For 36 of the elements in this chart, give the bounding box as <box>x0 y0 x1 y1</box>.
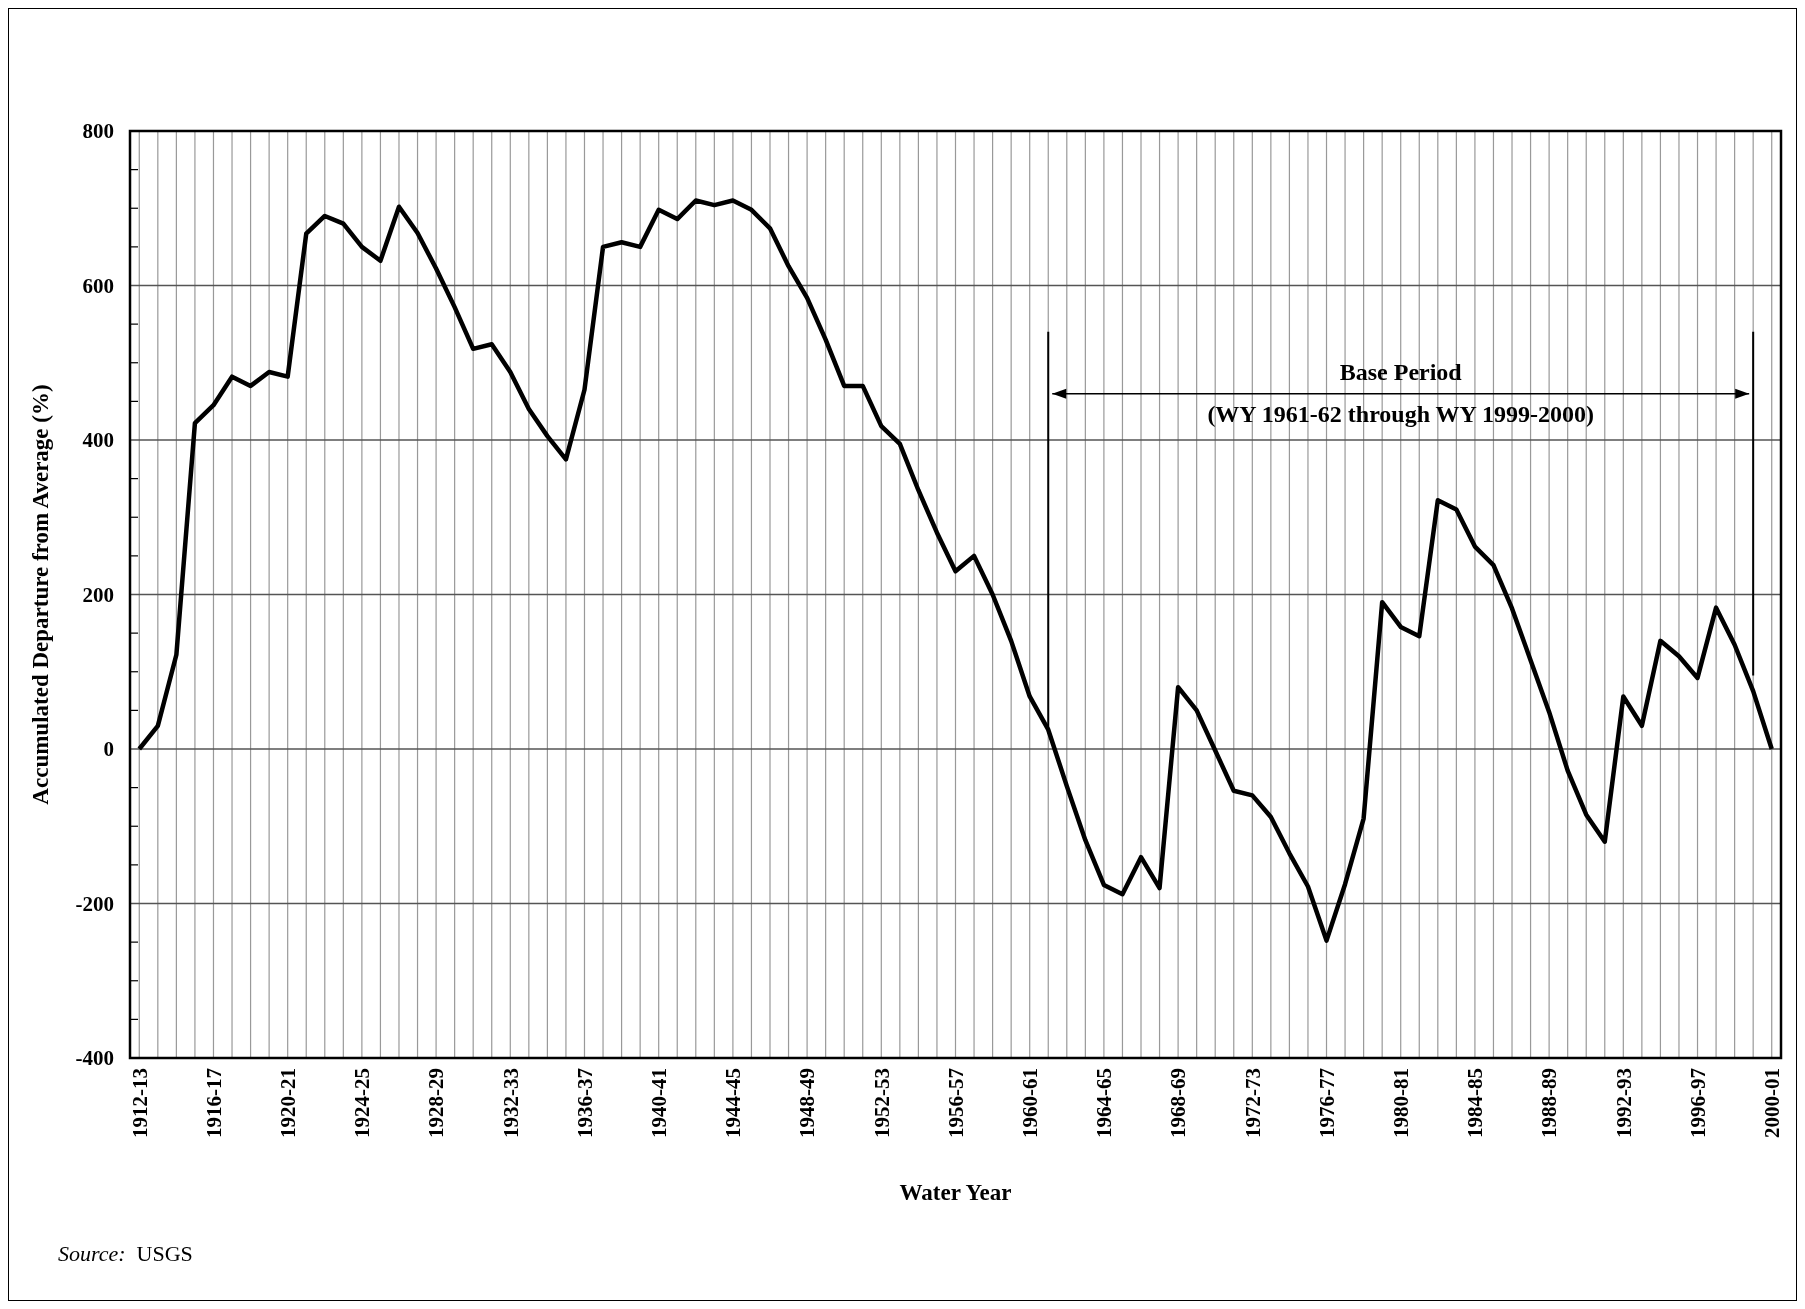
y-tick-label: 400 <box>82 428 114 453</box>
x-tick-label: 1916-17 <box>201 1068 226 1138</box>
x-tick-label: 1920-21 <box>276 1068 301 1138</box>
x-axis-title: Water Year <box>899 1180 1012 1205</box>
annotation: (WY 1961-62 through WY 1999-2000) <box>1207 400 1595 427</box>
x-tick-label: 1960-61 <box>1018 1068 1043 1138</box>
x-tick-label: 1956-57 <box>943 1068 968 1138</box>
x-tick-label: 1952-53 <box>869 1068 894 1138</box>
x-tick-label: 1988-89 <box>1537 1068 1562 1138</box>
x-tick-label: 1992-93 <box>1611 1068 1636 1138</box>
y-axis-title: Accumulated Departure from Average (%) <box>28 384 53 805</box>
x-tick-label: 1940-41 <box>647 1068 672 1138</box>
x-tick-label: 1996-97 <box>1685 1068 1710 1138</box>
x-tick-label: 1932-33 <box>498 1068 523 1138</box>
source-note: Source: USGS <box>58 1241 193 1266</box>
x-tick-label: 1928-29 <box>424 1068 449 1138</box>
y-tick-label: 600 <box>82 273 114 298</box>
y-tick-label: -400 <box>75 1046 114 1071</box>
x-tick-label: 2000-01 <box>1760 1068 1785 1138</box>
x-tick-label: 1944-45 <box>721 1068 746 1138</box>
y-tick-label: 200 <box>82 582 114 607</box>
x-tick-label: 1980-81 <box>1389 1068 1414 1138</box>
x-tick-label: 1968-69 <box>1166 1068 1191 1138</box>
x-tick-label: 1976-77 <box>1314 1068 1339 1138</box>
annotation: Base Period <box>1339 358 1463 385</box>
x-tick-label: 1924-25 <box>350 1068 375 1138</box>
x-tick-label: 1972-73 <box>1240 1068 1265 1138</box>
x-tick-label: 1984-85 <box>1463 1068 1488 1138</box>
x-tick-label: 1912-13 <box>127 1068 152 1138</box>
x-tick-label: 1936-37 <box>572 1068 597 1138</box>
y-tick-label: 800 <box>82 119 114 144</box>
y-tick-label: -200 <box>75 891 114 916</box>
x-tick-label: 1964-65 <box>1092 1068 1117 1138</box>
line-series <box>137 198 1774 943</box>
y-tick-label: 0 <box>103 737 114 762</box>
x-tick-label: 1948-49 <box>795 1068 820 1138</box>
